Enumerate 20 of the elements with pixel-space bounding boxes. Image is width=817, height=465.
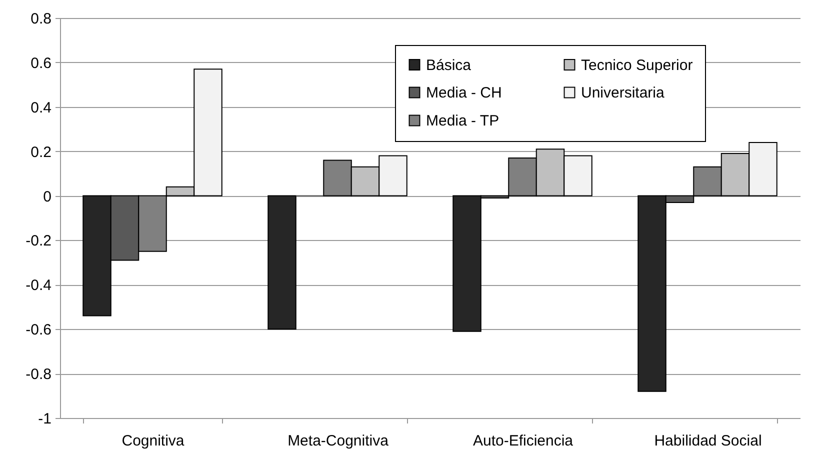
y-tick-label: -0.4	[26, 277, 52, 294]
y-tick-label: -0.2	[26, 232, 52, 250]
y-tick-label: 0.2	[30, 144, 52, 161]
bar	[268, 195, 296, 330]
legend-label: Tecnico Superior	[581, 56, 693, 74]
y-tick-label: -0.8	[26, 366, 52, 384]
y-tick-label: 0.8	[30, 10, 52, 28]
x-tick-label: Cognitiva	[122, 432, 185, 450]
y-tick-label: 0	[43, 188, 52, 206]
y-tick-label: 0.4	[30, 99, 52, 116]
legend-label: Media - TP	[426, 112, 500, 130]
legend-label: Universitaria	[581, 84, 666, 102]
legend-label: Básica	[426, 56, 472, 74]
y-tick-label: -0.6	[26, 322, 52, 339]
legend-label: Media - CH	[426, 84, 502, 102]
x-tick-label: Habilidad Social	[654, 432, 762, 450]
x-tick-label: Auto-Eficiencia	[472, 432, 574, 450]
y-tick-label: 0.6	[30, 54, 52, 72]
y-tick-label: -1	[38, 410, 52, 428]
x-tick-label: Meta-Cognitiva	[288, 432, 390, 450]
